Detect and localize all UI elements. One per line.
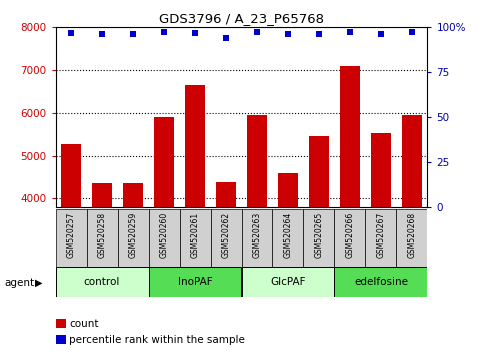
Point xyxy=(377,31,385,36)
Bar xyxy=(56,209,86,267)
Text: GSM520263: GSM520263 xyxy=(253,212,261,258)
Text: GSM520261: GSM520261 xyxy=(190,212,199,258)
Bar xyxy=(61,144,81,207)
Bar xyxy=(303,209,334,267)
Text: GSM520264: GSM520264 xyxy=(284,212,293,258)
Text: GSM520268: GSM520268 xyxy=(408,212,416,258)
Bar xyxy=(211,209,242,267)
Text: InoPAF: InoPAF xyxy=(178,277,213,287)
Text: ▶: ▶ xyxy=(35,278,43,288)
Point xyxy=(191,30,199,36)
Bar xyxy=(272,209,303,267)
Bar xyxy=(216,182,236,207)
Point xyxy=(253,29,261,35)
Bar xyxy=(149,267,242,297)
Point xyxy=(346,29,354,35)
Bar xyxy=(371,133,391,207)
Title: GDS3796 / A_23_P65768: GDS3796 / A_23_P65768 xyxy=(159,12,324,25)
Bar xyxy=(86,209,117,267)
Bar xyxy=(278,173,298,207)
Text: control: control xyxy=(84,277,120,287)
Point xyxy=(129,31,137,36)
Text: percentile rank within the sample: percentile rank within the sample xyxy=(69,335,245,345)
Bar xyxy=(242,209,272,267)
Bar xyxy=(397,209,427,267)
Text: GSM520265: GSM520265 xyxy=(314,212,324,258)
Text: edelfosine: edelfosine xyxy=(354,277,408,287)
Bar xyxy=(334,267,427,297)
Bar xyxy=(402,115,422,207)
Text: agent: agent xyxy=(5,278,35,288)
Text: count: count xyxy=(69,319,99,329)
Bar xyxy=(185,85,205,207)
Bar xyxy=(92,183,112,207)
Bar xyxy=(123,183,143,207)
Point xyxy=(315,31,323,36)
Bar xyxy=(180,209,211,267)
Point xyxy=(284,31,292,36)
Bar xyxy=(334,209,366,267)
Bar xyxy=(154,117,174,207)
Bar xyxy=(247,115,267,207)
Bar xyxy=(149,209,180,267)
Bar xyxy=(340,66,360,207)
Bar xyxy=(56,267,149,297)
Point xyxy=(98,31,106,36)
Point xyxy=(160,29,168,35)
Text: GSM520266: GSM520266 xyxy=(345,212,355,258)
Point xyxy=(222,35,230,41)
Bar xyxy=(366,209,397,267)
Text: GSM520258: GSM520258 xyxy=(98,212,107,258)
Text: GlcPAF: GlcPAF xyxy=(270,277,306,287)
Bar xyxy=(117,209,149,267)
Text: GSM520259: GSM520259 xyxy=(128,212,138,258)
Text: GSM520260: GSM520260 xyxy=(159,212,169,258)
Text: GSM520267: GSM520267 xyxy=(376,212,385,258)
Point xyxy=(67,30,75,36)
Bar xyxy=(309,136,329,207)
Bar xyxy=(242,267,334,297)
Text: GSM520262: GSM520262 xyxy=(222,212,230,258)
Text: GSM520257: GSM520257 xyxy=(67,212,75,258)
Point xyxy=(408,29,416,35)
